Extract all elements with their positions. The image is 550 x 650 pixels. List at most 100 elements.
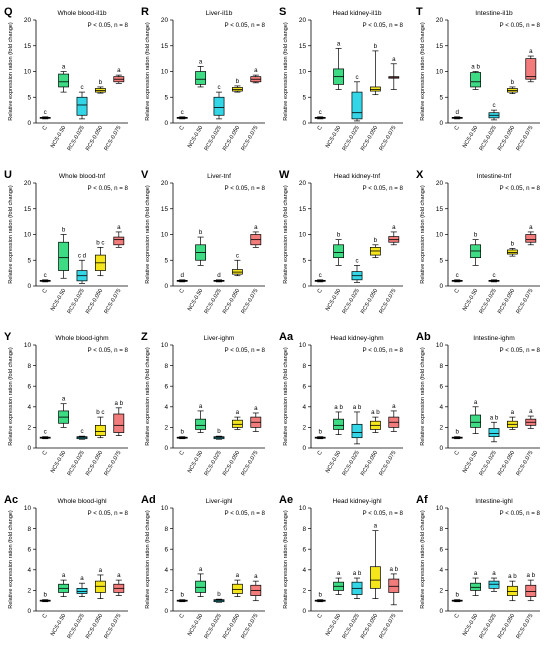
y-tick-label: 6 [439,383,443,390]
significance-letter: a [62,396,66,403]
y-axis-label: Relative expression ration (fold change) [145,22,151,121]
y-tick-label: 0 [302,445,306,452]
stat-annotation: P < 0.05, n = 8 [500,347,541,354]
y-tick-label: 2 [27,588,31,595]
x-tick-label: NCS-0.50 [325,125,342,149]
y-tick-label: 5 [164,94,168,101]
significance-letter: a b [490,414,499,421]
chart-title: Head kidney-ighl [332,498,382,505]
y-tick-label: 0 [439,283,443,290]
x-tick-label: NCS-0.50 [325,288,342,312]
box-rcs-0.050: b [94,79,106,94]
stat-annotation: P < 0.05, n = 8 [363,347,404,354]
x-tick-label: NCS-0.50 [187,125,204,149]
chart-panel-w: W Head kidney-tnf P < 0.05, n = 8 Relative … [279,169,404,315]
y-tick-label: 4 [164,567,168,574]
chart-title: Head kidney-tnf [334,173,380,180]
panel-letter: Ad [141,494,156,506]
box-c: b [314,592,326,603]
significance-letter: a [236,409,240,416]
box-rcs-0.025: a b [351,404,363,445]
y-tick-label: 2 [164,425,168,432]
x-tick-label: NCS-0.50 [187,288,204,312]
box-c: b [39,592,51,603]
box-rcs-0.075: a [113,572,125,596]
box-body [351,91,363,120]
y-axis-label: Relative expression ration (fold change) [420,185,426,284]
significance-letter: d [455,109,459,116]
x-tick-label: C [454,613,461,620]
box-rcs-0.075: a b [388,566,400,606]
y-axis-label: Relative expression ration (fold change) [145,185,151,284]
x-tick-label: C [454,288,461,295]
significance-letter: c d [78,252,87,259]
box-body [488,580,500,589]
stat-annotation: P < 0.05, n = 8 [88,510,129,517]
y-tick-label: 6 [27,383,31,390]
significance-letter: c [456,272,459,279]
y-tick-label: 10 [436,69,444,76]
y-tick-label: 20 [24,180,32,187]
box-ncs-0.50: b [333,232,345,266]
box-c: b [176,429,188,440]
significance-letter: b [236,78,240,85]
x-tick-label: RCS-0.025 [67,450,86,477]
box-rcs-0.050: b [506,240,518,257]
chart-title: Intestine-il1b [475,10,513,17]
box-c: c [451,272,463,283]
y-tick-label: 15 [436,206,444,213]
box-rcs-0.075: a [525,48,537,83]
y-axis-label: Relative expression ration (fold change) [420,22,426,121]
stat-annotation: P < 0.05, n = 8 [88,22,129,29]
significance-letter: c [492,272,495,279]
significance-letter: b [62,227,66,234]
y-tick-label: 6 [164,546,168,553]
x-tick-label: C [317,288,324,295]
box-rcs-0.075: a b [525,572,537,602]
x-tick-label: RCS-0.050 [497,125,516,152]
box-body [470,72,482,88]
chart-panel-u: U Whole blood-tnf P < 0.05, n = 8 Relative … [4,169,129,315]
x-tick-label: RCS-0.025 [342,288,361,315]
box-rcs-0.075: a [250,67,262,84]
x-tick-label: RCS-0.075 [103,288,122,315]
y-axis-label: Relative expression ration (fold change) [420,347,426,446]
x-tick-label: RCS-0.075 [378,450,397,477]
x-tick-label: C [317,450,324,457]
box-body [195,580,207,593]
box-ncs-0.50: a [195,58,207,88]
y-axis-label: Relative expression ration (fold change) [8,347,14,446]
box-rcs-0.075: a [250,405,262,432]
panel-letter: Y [4,331,12,343]
significance-letter: c [319,272,322,279]
box-c: b [451,592,463,603]
y-tick-label: 6 [27,546,31,553]
significance-letter: d [217,272,221,279]
chart-panel-aa: Aa Head kidney-ighm P < 0.05, n = 8 Relativ… [279,331,404,477]
y-tick-label: 0 [439,445,443,452]
box-ncs-0.50: a [58,572,70,597]
y-tick-label: 5 [302,94,306,101]
chart-title: Whole blood-ighm [55,335,109,342]
chart-title: Intestine-ighm [473,335,515,342]
x-tick-label: RCS-0.025 [479,125,498,152]
significance-letter: a [62,64,66,71]
x-tick-label: C [42,288,49,295]
x-tick-label: RCS-0.050 [85,288,104,315]
y-axis-label: Relative expression ration (fold change) [283,347,289,446]
x-tick-label: RCS-0.075 [240,125,259,152]
y-tick-label: 10 [299,69,307,76]
stat-annotation: P < 0.05, n = 8 [225,185,266,192]
stat-annotation: P < 0.05, n = 8 [363,510,404,517]
x-tick-label: RCS-0.075 [240,450,259,477]
panel-letter: Aa [279,331,294,343]
x-tick-label: C [42,613,49,620]
y-tick-label: 10 [24,232,32,239]
y-tick-label: 8 [27,363,31,370]
box-c: b [314,429,326,440]
significance-letter: a [199,58,203,65]
y-tick-label: 5 [27,94,31,101]
box-rcs-0.050: c [231,252,243,277]
stat-annotation: P < 0.05, n = 8 [88,347,129,354]
box-body [388,578,400,593]
